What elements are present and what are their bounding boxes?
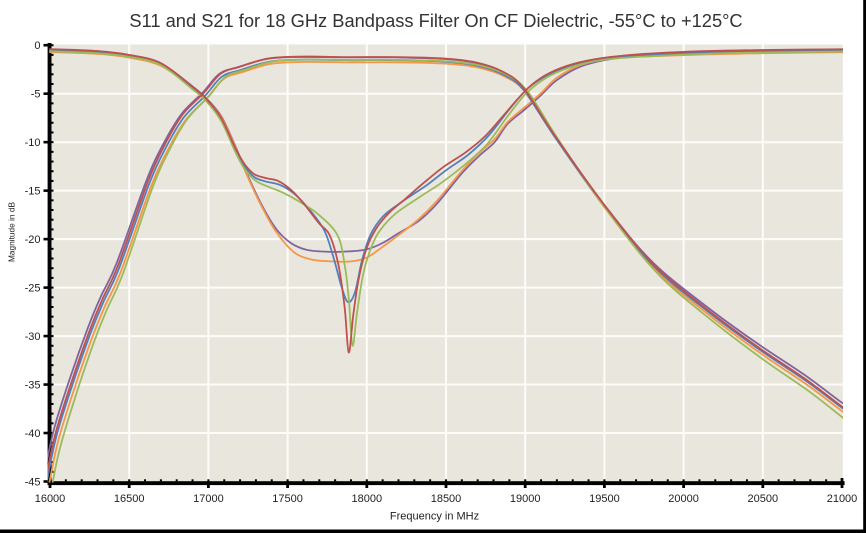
svg-text:-25: -25 xyxy=(25,283,41,295)
svg-text:0: 0 xyxy=(34,40,40,52)
svg-text:-10: -10 xyxy=(25,137,41,149)
svg-text:18500: 18500 xyxy=(431,493,462,505)
svg-text:S11 and S21 for 18 GHz Bandpas: S11 and S21 for 18 GHz Bandpass Filter O… xyxy=(129,10,742,31)
svg-text:-30: -30 xyxy=(25,331,41,343)
svg-text:-40: -40 xyxy=(25,428,41,440)
svg-text:-45: -45 xyxy=(25,477,41,489)
svg-text:16500: 16500 xyxy=(114,493,145,505)
svg-text:20500: 20500 xyxy=(748,493,779,505)
svg-text:19000: 19000 xyxy=(510,493,541,505)
svg-text:16000: 16000 xyxy=(35,493,66,505)
svg-text:20000: 20000 xyxy=(668,493,699,505)
svg-text:17000: 17000 xyxy=(193,493,224,505)
svg-text:21000: 21000 xyxy=(827,493,858,505)
svg-text:Magnitude in dB: Magnitude in dB xyxy=(7,202,17,262)
svg-text:-5: -5 xyxy=(31,89,41,101)
svg-text:Frequency in MHz: Frequency in MHz xyxy=(390,511,479,523)
svg-text:18000: 18000 xyxy=(352,493,383,505)
svg-text:17500: 17500 xyxy=(272,493,303,505)
svg-text:-20: -20 xyxy=(25,234,41,246)
svg-text:-35: -35 xyxy=(25,380,41,392)
svg-text:-15: -15 xyxy=(25,186,41,198)
svg-text:19500: 19500 xyxy=(589,493,620,505)
